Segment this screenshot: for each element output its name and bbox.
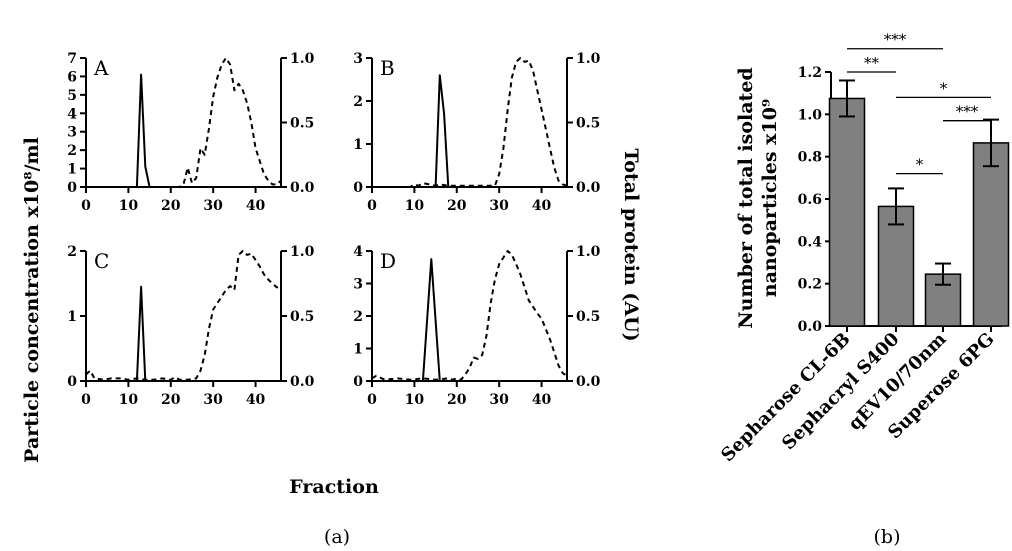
- panel-a-y-right-tick-label: 0.0: [290, 180, 315, 196]
- bar-chart-y-tick-label: 1.0: [798, 107, 823, 123]
- panel-b-y-left-tick-label: 0: [353, 180, 363, 196]
- panel-d-x-tick-label: 10: [405, 392, 425, 408]
- panel-a-y-left-tick-label: 0: [67, 180, 77, 196]
- panel-c-y-left-tick-label: 1: [67, 309, 77, 325]
- panel-a-y-left-tick-label: 6: [67, 69, 77, 85]
- bar-2: [877, 205, 915, 327]
- panel-b-y-left-tick-label: 1: [353, 137, 363, 153]
- panel-c-solid-series-line: [86, 285, 281, 382]
- panel-c-x-tick-label: 0: [81, 392, 91, 408]
- panel-d-x-tick-label: 30: [489, 392, 509, 408]
- panel-c-x-tick-label: 10: [119, 392, 139, 408]
- significance-label-4: ***: [956, 103, 979, 121]
- panel-a-x-tick-label: 40: [246, 198, 266, 214]
- shared-y-right-label: Total protein (AU): [620, 148, 642, 341]
- shared-x-label: Fraction: [289, 476, 379, 498]
- panel-a-y-left-tick-label: 4: [67, 106, 77, 122]
- panel-d-chart: 0 10 20 30 40 0 1 2 3 4 0.0 0.5 1.0 D: [353, 244, 600, 408]
- panel-a-y-left-tick-label: 7: [67, 51, 77, 67]
- panel-b-x-tick-label: 20: [447, 198, 467, 214]
- panel-c-x-tick-label: 30: [203, 392, 223, 408]
- significance-label-5: *: [916, 156, 924, 174]
- bar-chart: 0.0 0.2 0.4 0.6 0.8 1.0 1.2 Number of total iso…: [717, 31, 1010, 466]
- panel-b-y-right-tick-label: 0.0: [576, 180, 601, 196]
- panel-a-caption: (a): [324, 526, 350, 548]
- panel-c-y-right-tick-label: 0.5: [290, 309, 314, 325]
- bar-chart-y-label-line1: Number of total isolated: [735, 67, 757, 328]
- panel-d-x-tick-label: 0: [367, 392, 377, 408]
- significance-label-1: ***: [884, 31, 907, 49]
- panel-d-y-left-tick-label: 3: [353, 277, 363, 293]
- panel-d-y-left-tick-label: 2: [353, 309, 363, 325]
- panel-a-y-left-tick-label: 3: [67, 125, 77, 141]
- panel-b-chart: 0 10 20 30 40 0 1 2 3 0.0 0.5 1.0 B: [353, 51, 600, 214]
- panel-b-caption: (b): [874, 526, 901, 548]
- panel-d-y-left-tick-label: 1: [353, 342, 363, 358]
- bar-4: [972, 142, 1010, 327]
- panel-c-chart: 0 10 20 30 40 0 1 2 0.0 0.5 1.0 C: [67, 244, 314, 408]
- panel-a-x-tick-label: 0: [81, 198, 91, 214]
- panel-b-x-tick-label: 0: [367, 198, 377, 214]
- panel-a-y-left-tick-label: 1: [67, 162, 77, 178]
- bar-chart-y-tick-label: 0.4: [798, 234, 823, 250]
- panel-a-x-tick-label: 20: [161, 198, 181, 214]
- panel-d-solid-series-line: [372, 258, 567, 382]
- panel-c-letter: C: [94, 249, 109, 273]
- panel-c-y-right-tick-label: 0.0: [290, 374, 315, 390]
- panel-c-y-left-tick-label: 2: [67, 244, 77, 260]
- panel-a-letter: A: [93, 56, 109, 80]
- panel-d-y-left-tick-label: 0: [353, 374, 363, 390]
- panel-a-x-tick-label: 30: [203, 198, 223, 214]
- panel-b-y-right-tick-label: 0.5: [576, 116, 600, 132]
- panel-a-y-left-tick-label: 5: [67, 88, 77, 104]
- panel-d-dashed-series-line: [371, 250, 568, 381]
- panel-c-dashed-series-line: [85, 250, 282, 381]
- panel-d-y-left-tick-label: 4: [353, 244, 363, 260]
- bar-chart-y-tick-label: 0.2: [798, 277, 822, 293]
- bar-chart-y-tick-label: 0.8: [798, 150, 822, 166]
- bar-chart-y-label-line2: nanoparticles x10⁹: [759, 99, 781, 298]
- panel-b-x-tick-label: 40: [532, 198, 552, 214]
- panel-d-y-right-tick-label: 1.0: [576, 244, 601, 260]
- bar-1: [828, 97, 866, 327]
- panel-d-x-tick-label: 40: [532, 392, 552, 408]
- panel-b-dashed-series-line: [372, 57, 568, 188]
- bar-chart-y-tick-label: 0.6: [798, 192, 822, 208]
- shared-y-left-label: Particle concentration x10⁸/ml: [21, 137, 43, 463]
- panel-d-letter: D: [380, 249, 396, 273]
- panel-c-y-left-tick-label: 0: [67, 374, 77, 390]
- panel-b-y-right-tick-label: 1.0: [576, 51, 601, 67]
- panel-b-x-tick-label: 30: [489, 198, 509, 214]
- panel-a-x-tick-label: 10: [119, 198, 139, 214]
- panel-d-x-tick-label: 20: [447, 392, 467, 408]
- significance-label-2: **: [864, 54, 880, 72]
- panel-c-x-tick-label: 20: [161, 392, 181, 408]
- bar-chart-y-tick-label: 0.0: [798, 319, 823, 335]
- panel-a-solid-series-line: [86, 73, 281, 188]
- panel-a-chart: 0 10 20 30 40 0 1 2 3 4 5 6 7 0.0 0.5 1.0 A: [67, 51, 314, 214]
- bar-chart-y-label: Number of total isolated nanoparticles x1…: [735, 67, 781, 328]
- panel-b-x-tick-label: 10: [405, 198, 425, 214]
- significance-label-3: *: [940, 79, 948, 97]
- panel-b-y-left-tick-label: 2: [353, 94, 363, 110]
- panel-a-y-right-tick-label: 1.0: [290, 51, 315, 67]
- panel-d-y-right-tick-label: 0.0: [576, 374, 601, 390]
- panel-b-letter: B: [380, 56, 395, 80]
- panel-a-y-right-tick-label: 0.5: [290, 116, 314, 132]
- panel-c-y-right-tick-label: 1.0: [290, 244, 315, 260]
- bar-chart-y-tick-label: 1.2: [798, 65, 822, 81]
- panel-b-y-left-tick-label: 3: [353, 51, 363, 67]
- panel-b-solid-series-line: [372, 74, 567, 188]
- panel-c-x-tick-label: 40: [246, 392, 266, 408]
- panel-a-dashed-series-line: [86, 57, 282, 188]
- panel-a-y-left-tick-label: 2: [67, 143, 77, 159]
- panel-d-y-right-tick-label: 0.5: [576, 309, 600, 325]
